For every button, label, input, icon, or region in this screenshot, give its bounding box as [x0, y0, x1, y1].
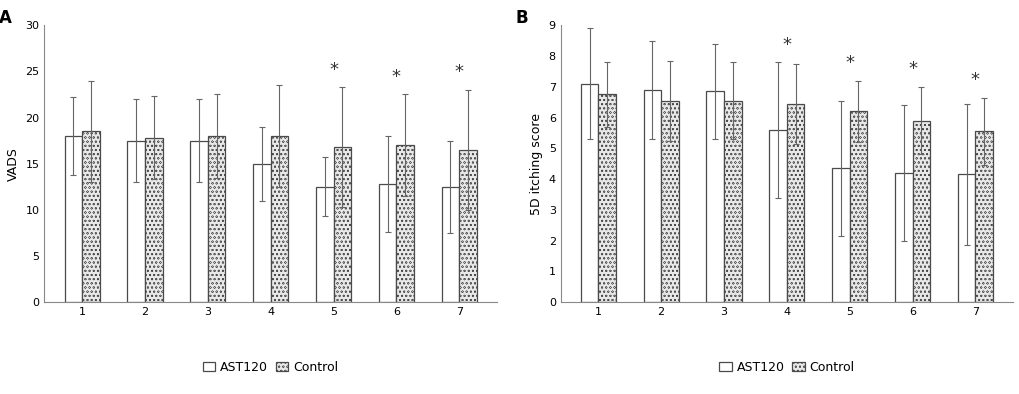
Bar — [145, 138, 162, 302]
Bar — [64, 136, 83, 302]
Bar — [459, 150, 476, 302]
Bar — [643, 90, 660, 302]
Text: *: * — [845, 54, 853, 72]
Bar — [786, 104, 804, 302]
Bar — [270, 136, 288, 302]
Text: *: * — [970, 71, 979, 89]
Text: *: * — [454, 63, 464, 82]
Text: A: A — [0, 9, 12, 26]
Text: B: B — [515, 9, 528, 26]
Bar — [849, 112, 866, 302]
Bar — [974, 131, 991, 302]
Bar — [912, 121, 929, 302]
Bar — [580, 84, 598, 302]
Bar — [316, 187, 333, 302]
Bar — [894, 173, 912, 302]
Text: *: * — [391, 68, 400, 86]
Bar — [191, 141, 208, 302]
Bar — [83, 131, 100, 302]
Bar — [706, 91, 723, 302]
Bar — [127, 141, 145, 302]
Bar — [333, 147, 351, 302]
Bar — [253, 164, 270, 302]
Text: *: * — [329, 61, 337, 79]
Bar — [768, 130, 786, 302]
Text: *: * — [907, 60, 916, 78]
Bar — [396, 145, 414, 302]
Bar — [957, 175, 974, 302]
Text: *: * — [782, 36, 791, 54]
Bar — [723, 100, 741, 302]
Bar — [208, 136, 225, 302]
Bar — [378, 184, 396, 302]
Legend: AST120, Control: AST120, Control — [713, 356, 859, 379]
Bar — [441, 187, 459, 302]
Bar — [660, 100, 678, 302]
Legend: AST120, Control: AST120, Control — [198, 356, 343, 379]
Y-axis label: 5D itching score: 5D itching score — [530, 113, 542, 215]
Bar — [598, 95, 615, 302]
Y-axis label: VADS: VADS — [7, 147, 20, 181]
Bar — [832, 168, 849, 302]
